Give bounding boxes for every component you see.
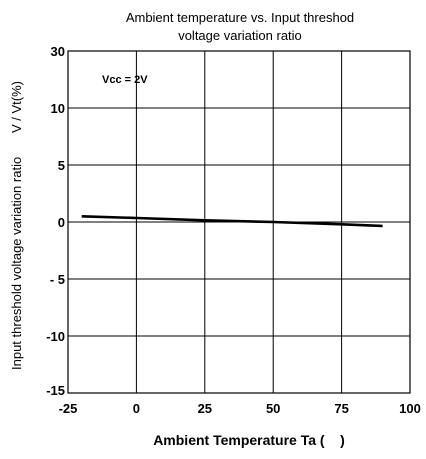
x-tick-label: 50 [266,401,280,416]
y-tick-label: 0 [58,215,65,230]
y-tick-label: 30 [51,44,65,59]
x-axis-label: Ambient Temperature Ta ( ) [153,432,345,448]
series-line [81,215,383,228]
y-tick-label: 5 [58,158,65,173]
x-tick-label: -25 [59,401,78,416]
plot-frame [67,50,411,394]
chart-title-line-2: voltage variation ratio [178,28,302,43]
y-tick-label: - 5 [50,272,65,287]
y-tick-label: -10 [46,329,65,344]
x-tick-labels: -25 0 25 50 75 100 [59,401,421,416]
y-tick-label: -15 [46,383,65,398]
grid [68,51,410,393]
y-axis-label: Input threshold voltage variation ratio [9,157,24,370]
y-tick-label: 10 [51,101,65,116]
y-axis-unit-label: V / Vt(%) [9,81,24,133]
vcc-annotation: Vcc = 2V [102,74,148,86]
series-layer [81,215,383,228]
x-tick-label: 0 [133,401,140,416]
x-tick-label: 100 [399,401,421,416]
y-tick-labels: 30 10 5 0 - 5 -10 -15 [46,44,65,398]
chart-title-line-1: Ambient temperature vs. Input threshod [126,10,354,25]
x-tick-label: 75 [334,401,348,416]
x-tick-label: 25 [198,401,212,416]
